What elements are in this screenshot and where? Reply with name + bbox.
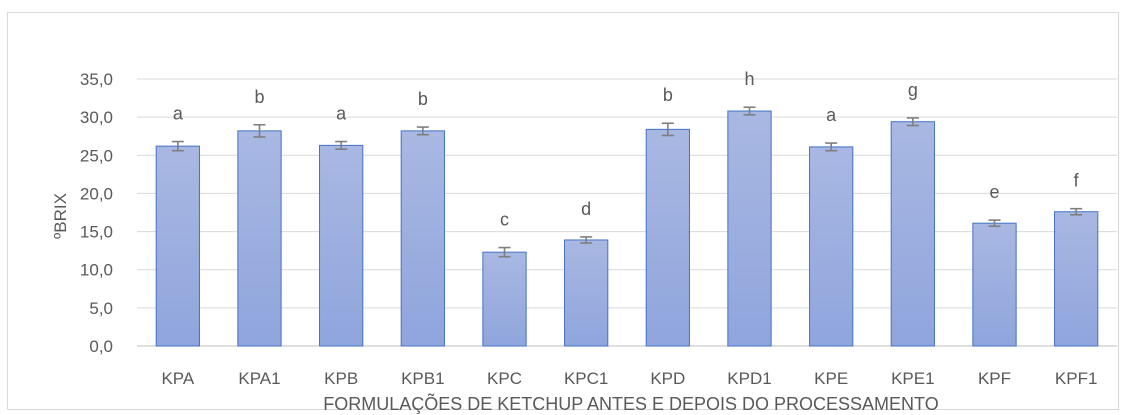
significance-letter: c [500, 210, 509, 230]
significance-letter: a [826, 105, 837, 125]
y-axis-ticks: 0,0 5,0 10,0 15,0 20,0 25,0 30,0 35,0 [80, 70, 113, 356]
significance-letter: b [663, 85, 673, 105]
significance-letter: a [173, 104, 184, 124]
significance-letter: g [908, 80, 918, 100]
bar [482, 251, 527, 347]
bar [890, 121, 935, 347]
x-tick-label: KPD [650, 369, 685, 388]
significance-letter: f [1074, 171, 1080, 191]
bar [564, 239, 609, 347]
x-tick-label: KPE [814, 369, 848, 388]
bar [400, 130, 445, 347]
significance-letter: a [336, 104, 347, 124]
x-tick-label: KPF1 [1055, 369, 1098, 388]
y-tick-label: 20,0 [80, 184, 113, 203]
x-tick-label: KPF [978, 369, 1011, 388]
y-tick-label: 25,0 [80, 146, 113, 165]
significance-letter: b [418, 89, 428, 109]
x-tick-label: KPA [161, 369, 194, 388]
y-tick-label: 35,0 [80, 70, 113, 89]
x-tick-label: KPB [324, 369, 358, 388]
x-tick-label: KPE1 [891, 369, 934, 388]
x-axis-ticks: KPA KPA1 KPB KPB1 KPC KPC1 KPD KPD1 KPE KPE1 KPF KP… [161, 369, 1097, 388]
significance-letters: a b a b c d b h a g e f [173, 69, 1080, 229]
bar [727, 110, 772, 347]
y-axis-label: ºBRIX [51, 193, 70, 239]
bar [237, 130, 282, 347]
y-tick-label: 0,0 [89, 337, 113, 356]
x-tick-label: KPA1 [238, 369, 280, 388]
bar [645, 128, 690, 347]
bar [155, 145, 200, 347]
bars [155, 110, 1099, 347]
bar [1054, 211, 1099, 347]
x-axis-label: FORMULAÇÕES DE KETCHUP ANTES E DEPOIS DO… [323, 393, 938, 414]
x-tick-label: KPB1 [401, 369, 444, 388]
significance-letter: e [989, 182, 999, 202]
bar [972, 222, 1017, 347]
bar [319, 144, 364, 347]
y-tick-label: 30,0 [80, 108, 113, 127]
y-tick-label: 5,0 [89, 299, 113, 318]
significance-letter: d [581, 199, 591, 219]
x-tick-label: KPC [487, 369, 522, 388]
x-tick-label: KPC1 [564, 369, 608, 388]
error-bars [171, 106, 1083, 258]
y-tick-label: 15,0 [80, 223, 113, 242]
significance-letter: b [254, 87, 264, 107]
y-tick-label: 10,0 [80, 261, 113, 280]
significance-letter: h [744, 69, 754, 89]
gridlines [137, 78, 1117, 347]
x-tick-label: KPD1 [727, 369, 771, 388]
bar [809, 146, 854, 347]
